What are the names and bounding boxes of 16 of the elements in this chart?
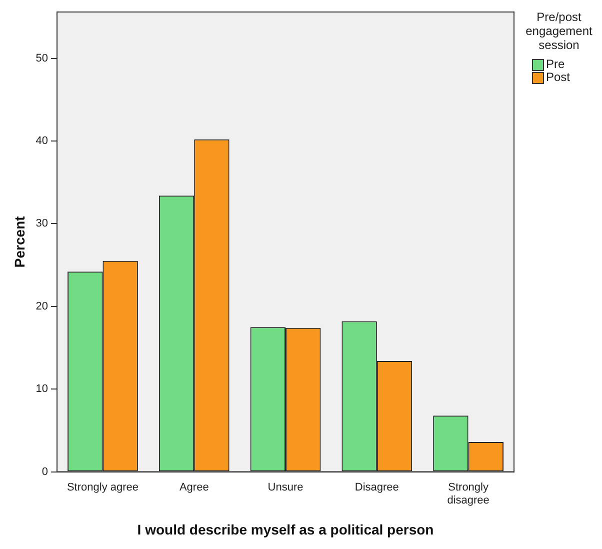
y-tick-label: 50 [36, 52, 48, 64]
y-tick-label: 0 [42, 466, 48, 478]
x-tick-label: Disagree [354, 481, 399, 494]
x-tick-label: Unsure [268, 481, 304, 494]
legend-label: Pre [546, 57, 565, 71]
x-axis-title: I would describe myself as a political person [137, 521, 434, 538]
x-tick-label: Strongly disagree [447, 481, 490, 507]
legend-title: Pre/post engagement session [524, 10, 594, 52]
y-axis-title: Percent [11, 216, 28, 268]
x-tick-label: Agree [179, 481, 209, 494]
x-tick-label: Strongly agree [66, 481, 139, 494]
y-tick-label: 10 [36, 383, 48, 396]
y-tick-label: 20 [36, 300, 48, 312]
legend-label: Post [546, 70, 570, 84]
y-tick-label: 40 [36, 135, 48, 148]
y-tick-label: 30 [36, 218, 48, 230]
